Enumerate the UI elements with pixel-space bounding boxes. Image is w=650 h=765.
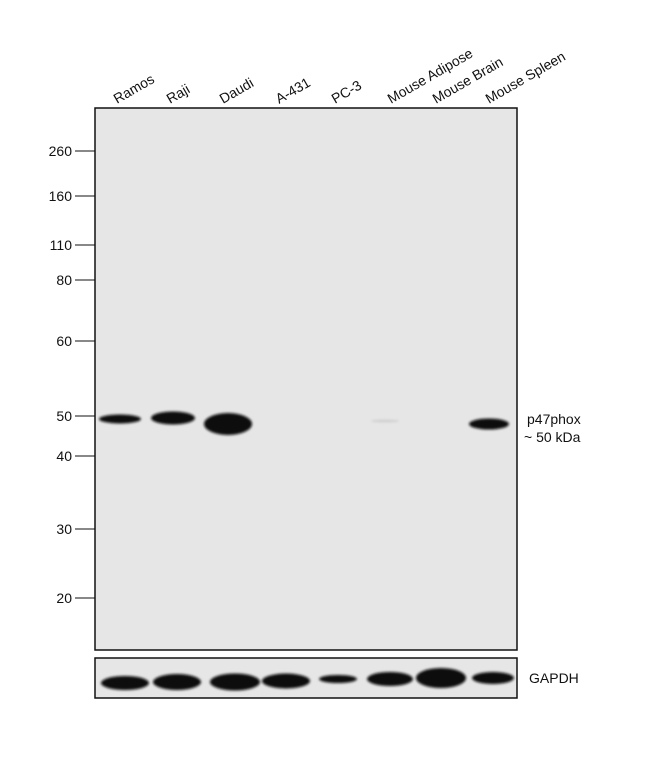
band — [151, 411, 195, 425]
marker-label: 20 — [56, 590, 72, 606]
lane-label: Ramos — [111, 71, 157, 107]
lane-label: Raji — [164, 81, 193, 107]
loading-bands — [101, 668, 514, 691]
marker-label: 50 — [56, 408, 72, 424]
band — [371, 419, 399, 423]
size-label: ~ 50 kDa — [524, 429, 581, 445]
lane-label: Daudi — [217, 74, 257, 106]
bands — [99, 411, 509, 435]
lane-labels: Ramos Raji Daudi A-431 PC-3 Mouse Adipos… — [111, 45, 569, 107]
band — [262, 673, 310, 689]
band — [101, 676, 149, 690]
marker-label: 160 — [49, 188, 73, 204]
band — [367, 672, 413, 686]
loading-label: GAPDH — [529, 670, 579, 686]
band — [204, 413, 252, 435]
main-blot — [94, 107, 518, 651]
marker-label: 40 — [56, 448, 72, 464]
lane-label: PC-3 — [329, 77, 365, 107]
band — [210, 673, 260, 691]
target-label: p47phox — [527, 411, 581, 427]
band — [472, 672, 514, 684]
lane-label: A-431 — [273, 74, 314, 107]
marker-ladder: 260 160 110 80 60 50 40 30 20 — [49, 143, 95, 606]
marker-label: 80 — [56, 272, 72, 288]
marker-label: 260 — [49, 143, 73, 159]
band — [99, 414, 141, 424]
marker-label: 60 — [56, 333, 72, 349]
marker-label: 110 — [50, 237, 73, 253]
band — [416, 668, 466, 688]
band — [153, 674, 201, 690]
band — [319, 675, 357, 683]
marker-label: 30 — [56, 521, 72, 537]
band — [469, 418, 509, 430]
